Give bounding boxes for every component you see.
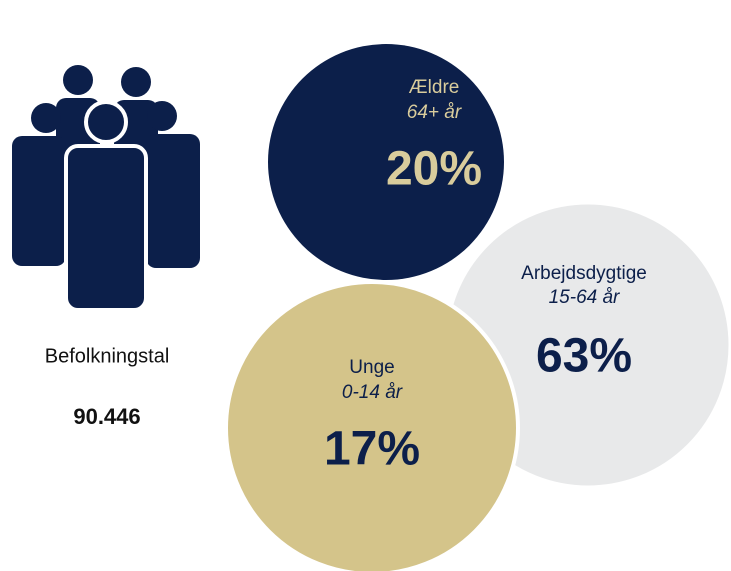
group-age: 64+ år	[407, 102, 462, 123]
circle-elderly	[268, 44, 504, 280]
group-age: 15-64 år	[549, 287, 620, 308]
group-share: 20%	[386, 143, 482, 196]
group-name: Ældre	[409, 77, 460, 98]
circle-young	[224, 280, 520, 571]
group-share: 63%	[536, 330, 632, 383]
population-label: Befolkningstal	[45, 345, 170, 367]
group-share: 17%	[324, 423, 420, 476]
people-icon	[12, 65, 200, 312]
population-value: 90.446	[73, 404, 140, 429]
group-name: Arbejdsdygtige	[521, 263, 647, 284]
group-age: 0-14 år	[342, 382, 403, 403]
group-name: Unge	[349, 357, 394, 378]
